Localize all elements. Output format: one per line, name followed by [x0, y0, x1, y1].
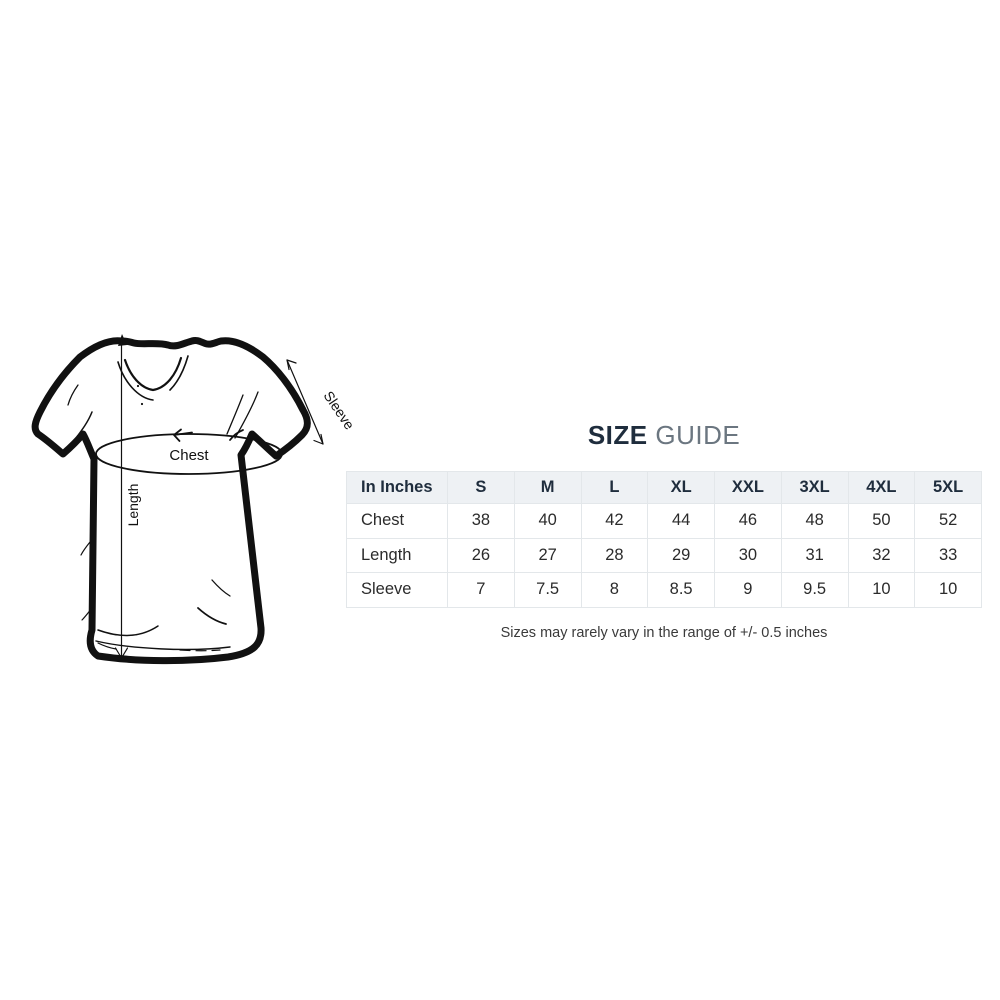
- svg-text:Length: Length: [125, 484, 141, 527]
- svg-text:Sleeve: Sleeve: [321, 388, 358, 433]
- svg-text:Chest: Chest: [169, 447, 209, 464]
